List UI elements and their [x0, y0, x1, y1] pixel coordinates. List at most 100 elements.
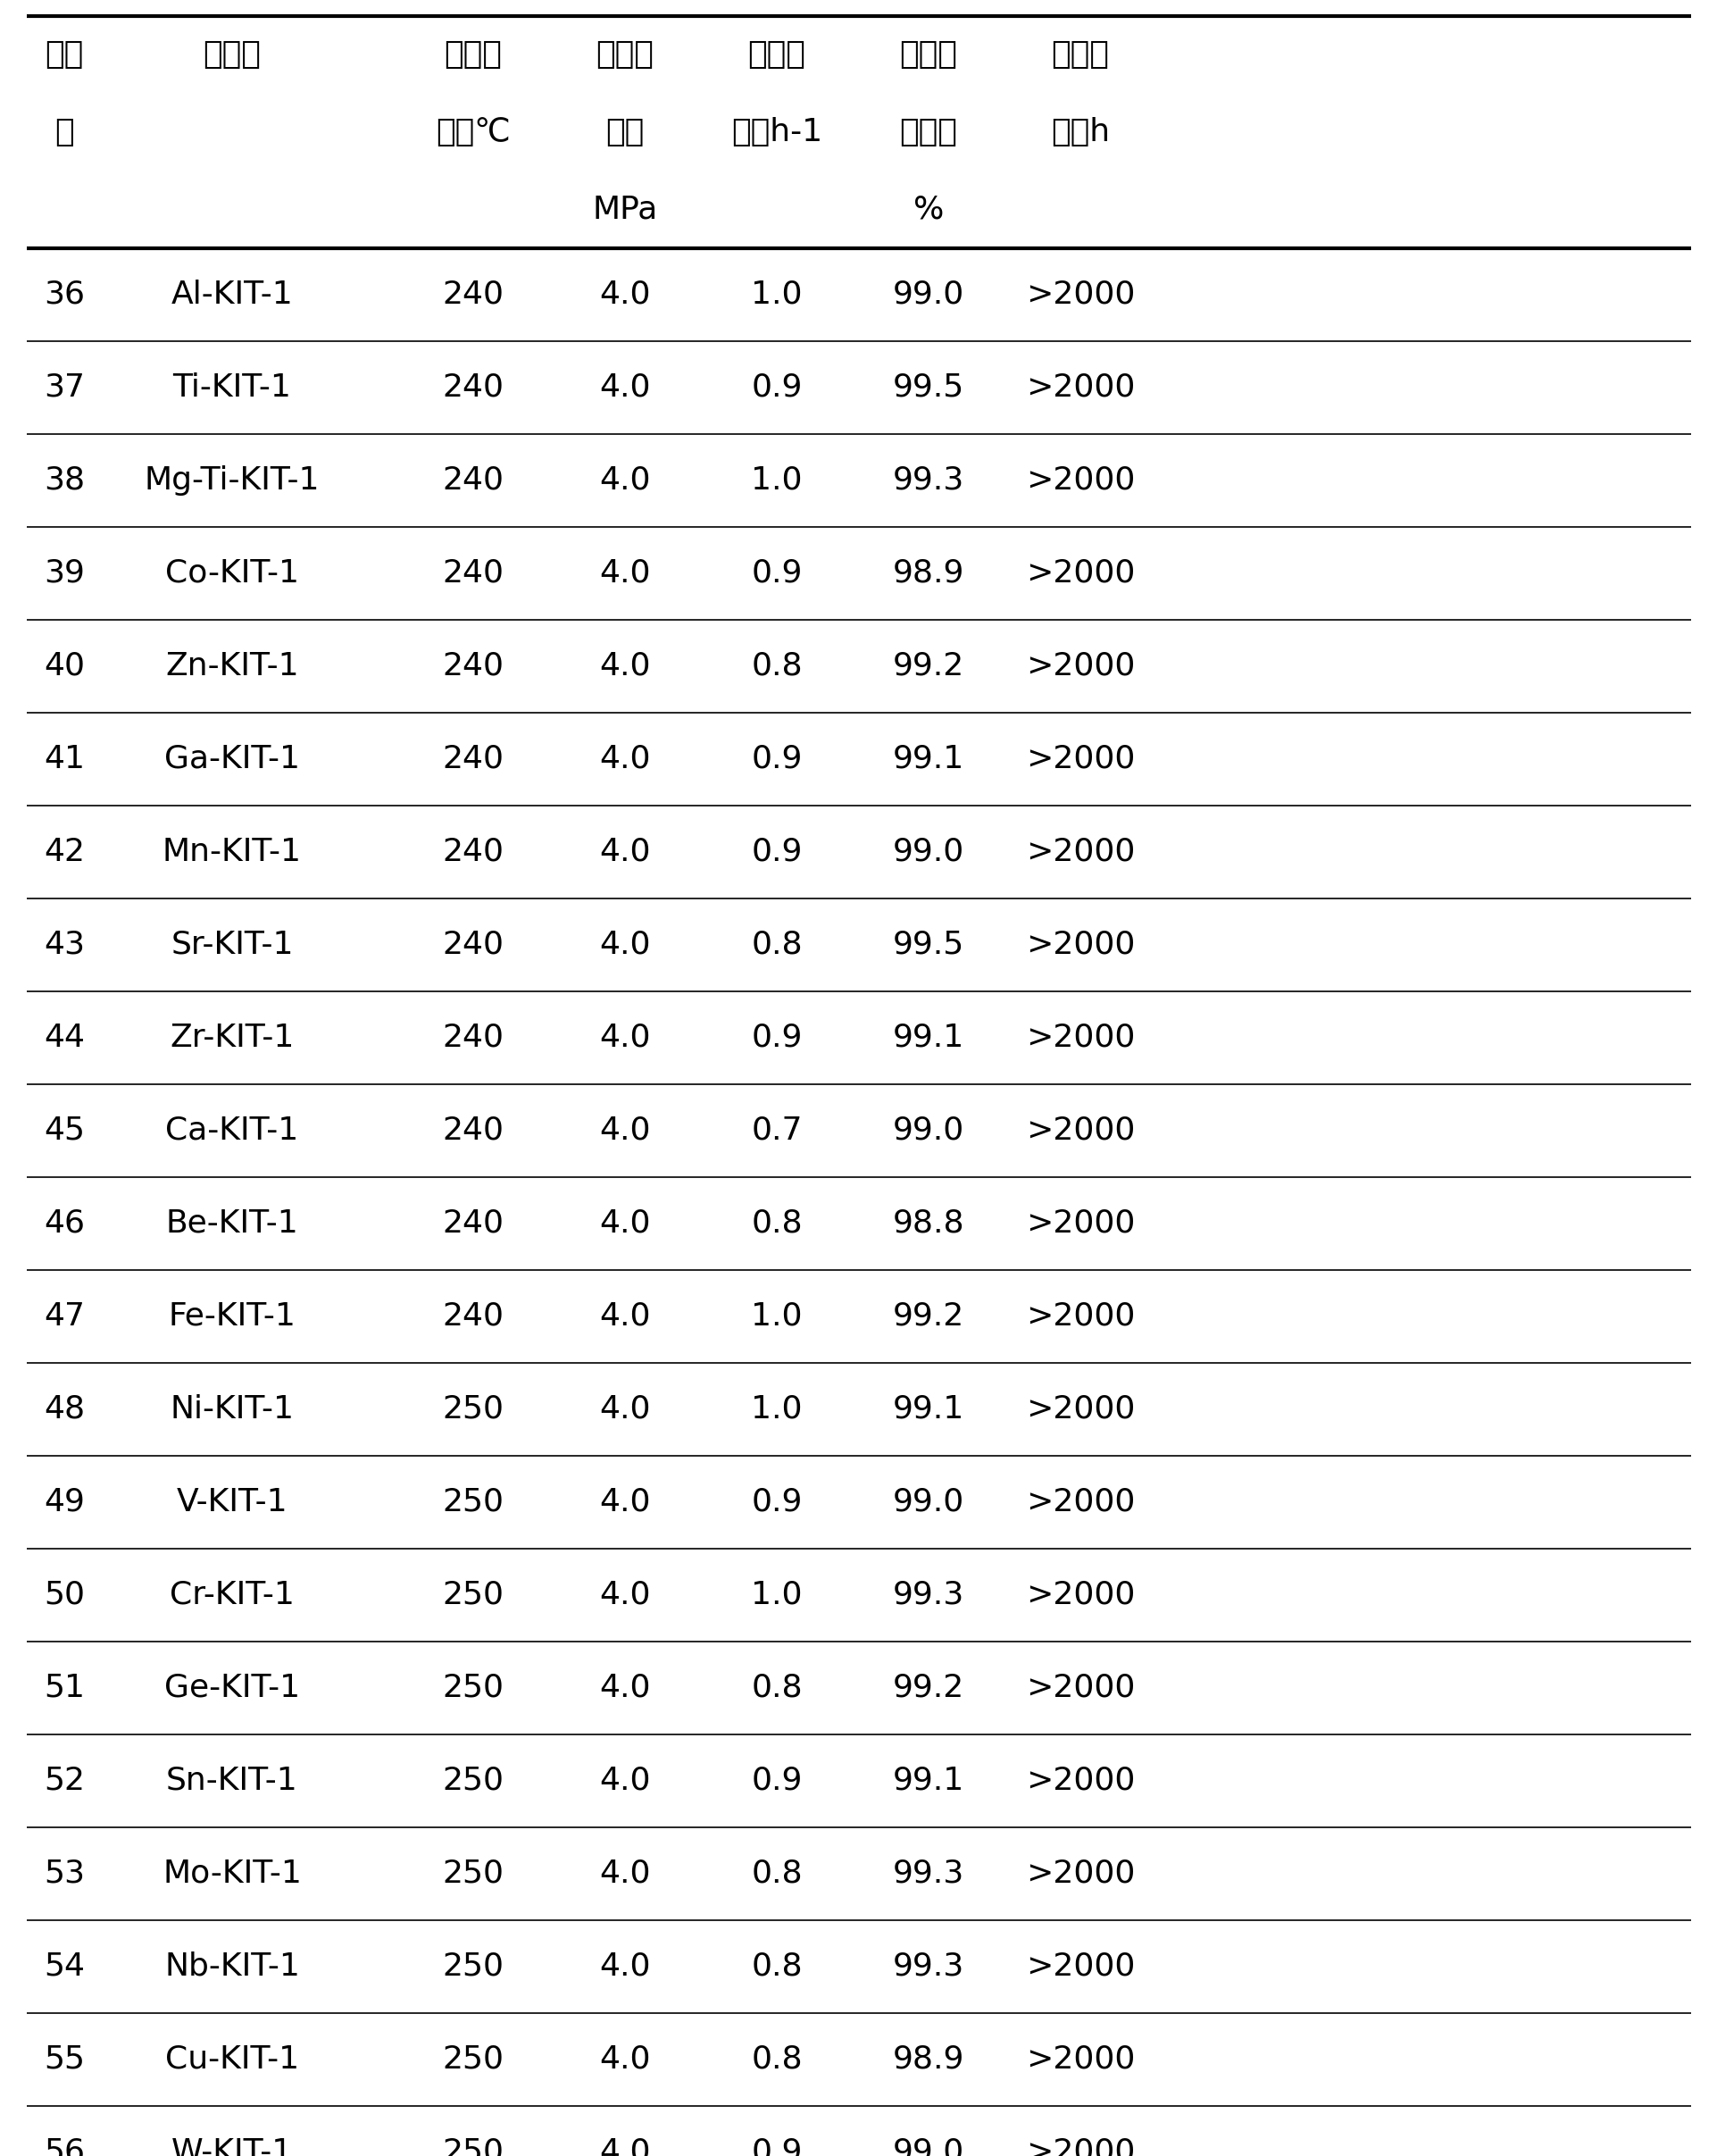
- Text: 98.9: 98.9: [893, 2044, 963, 2074]
- Text: 4.0: 4.0: [599, 373, 651, 403]
- Text: 250: 250: [443, 2137, 503, 2156]
- Text: 间，h: 间，h: [1051, 116, 1109, 147]
- Text: 1.0: 1.0: [750, 1302, 802, 1332]
- Text: 反应压: 反应压: [596, 39, 654, 69]
- Text: 0.7: 0.7: [750, 1115, 802, 1145]
- Text: 46: 46: [43, 1207, 84, 1240]
- Text: Mo-KIT-1: Mo-KIT-1: [163, 1858, 302, 1889]
- Text: 99.0: 99.0: [893, 1115, 963, 1145]
- Text: 质量空: 质量空: [747, 39, 805, 69]
- Text: >2000: >2000: [1025, 1115, 1135, 1145]
- Text: 0.9: 0.9: [750, 837, 802, 867]
- Text: >2000: >2000: [1025, 1302, 1135, 1332]
- Text: 4.0: 4.0: [599, 466, 651, 496]
- Text: 速，h-1: 速，h-1: [731, 116, 822, 147]
- Text: Al-KIT-1: Al-KIT-1: [172, 280, 294, 310]
- Text: >2000: >2000: [1025, 651, 1135, 681]
- Text: 0.8: 0.8: [750, 1207, 802, 1240]
- Text: %: %: [913, 194, 943, 224]
- Text: 99.3: 99.3: [893, 466, 963, 496]
- Text: 0.9: 0.9: [750, 373, 802, 403]
- Text: 4.0: 4.0: [599, 2137, 651, 2156]
- Text: >2000: >2000: [1025, 466, 1135, 496]
- Text: 250: 250: [443, 1488, 503, 1518]
- Text: 0.9: 0.9: [750, 744, 802, 774]
- Text: 98.8: 98.8: [893, 1207, 963, 1240]
- Text: 52: 52: [43, 1766, 84, 1796]
- Text: 4.0: 4.0: [599, 744, 651, 774]
- Text: 反应时: 反应时: [1051, 39, 1109, 69]
- Text: 99.0: 99.0: [893, 837, 963, 867]
- Text: 4.0: 4.0: [599, 1395, 651, 1425]
- Text: 48: 48: [43, 1395, 84, 1425]
- Text: 0.9: 0.9: [750, 558, 802, 589]
- Text: >2000: >2000: [1025, 929, 1135, 959]
- Text: 55: 55: [43, 2044, 84, 2074]
- Text: W-KIT-1: W-KIT-1: [172, 2137, 294, 2156]
- Text: >2000: >2000: [1025, 1207, 1135, 1240]
- Text: 240: 240: [443, 373, 503, 403]
- Text: 化率，: 化率，: [900, 116, 956, 147]
- Text: Ga-KIT-1: Ga-KIT-1: [165, 744, 300, 774]
- Text: Ni-KIT-1: Ni-KIT-1: [170, 1395, 294, 1425]
- Text: 99.0: 99.0: [893, 1488, 963, 1518]
- Text: Fe-KIT-1: Fe-KIT-1: [168, 1302, 295, 1332]
- Text: 反应温: 反应温: [445, 39, 501, 69]
- Text: 56: 56: [43, 2137, 84, 2156]
- Text: 99.2: 99.2: [893, 1302, 963, 1332]
- Text: 0.8: 0.8: [750, 1673, 802, 1703]
- Text: 250: 250: [443, 1951, 503, 1981]
- Text: 41: 41: [43, 744, 84, 774]
- Text: 51: 51: [43, 1673, 84, 1703]
- Text: 0.8: 0.8: [750, 2044, 802, 2074]
- Text: 4.0: 4.0: [599, 1302, 651, 1332]
- Text: >2000: >2000: [1025, 373, 1135, 403]
- Text: 99.0: 99.0: [893, 280, 963, 310]
- Text: 4.0: 4.0: [599, 280, 651, 310]
- Text: >2000: >2000: [1025, 1022, 1135, 1052]
- Text: 4.0: 4.0: [599, 837, 651, 867]
- Text: >2000: >2000: [1025, 280, 1135, 310]
- Text: 250: 250: [443, 1766, 503, 1796]
- Text: 烯烃转: 烯烃转: [900, 39, 956, 69]
- Text: 4.0: 4.0: [599, 1766, 651, 1796]
- Text: 240: 240: [443, 651, 503, 681]
- Text: Cr-KIT-1: Cr-KIT-1: [170, 1580, 294, 1611]
- Text: 4.0: 4.0: [599, 1207, 651, 1240]
- Text: 99.3: 99.3: [893, 1951, 963, 1981]
- Text: 实施: 实施: [45, 39, 84, 69]
- Text: 4.0: 4.0: [599, 1580, 651, 1611]
- Text: V-KIT-1: V-KIT-1: [177, 1488, 288, 1518]
- Text: 99.3: 99.3: [893, 1580, 963, 1611]
- Text: 250: 250: [443, 2044, 503, 2074]
- Text: 42: 42: [43, 837, 84, 867]
- Text: Ca-KIT-1: Ca-KIT-1: [165, 1115, 299, 1145]
- Text: >2000: >2000: [1025, 2044, 1135, 2074]
- Text: 39: 39: [45, 558, 84, 589]
- Text: 99.1: 99.1: [893, 1022, 963, 1052]
- Text: 99.5: 99.5: [893, 929, 963, 959]
- Text: >2000: >2000: [1025, 1488, 1135, 1518]
- Text: 1.0: 1.0: [750, 1395, 802, 1425]
- Text: 240: 240: [443, 744, 503, 774]
- Text: 250: 250: [443, 1858, 503, 1889]
- Text: 240: 240: [443, 929, 503, 959]
- Text: 0.8: 0.8: [750, 1951, 802, 1981]
- Text: 0.9: 0.9: [750, 1488, 802, 1518]
- Text: Zr-KIT-1: Zr-KIT-1: [170, 1022, 294, 1052]
- Text: 43: 43: [43, 929, 84, 959]
- Text: Mg-Ti-KIT-1: Mg-Ti-KIT-1: [144, 466, 319, 496]
- Text: >2000: >2000: [1025, 837, 1135, 867]
- Text: 4.0: 4.0: [599, 1022, 651, 1052]
- Text: Ge-KIT-1: Ge-KIT-1: [165, 1673, 300, 1703]
- Text: 40: 40: [43, 651, 84, 681]
- Text: 力，: 力，: [606, 116, 644, 147]
- Text: 例: 例: [55, 116, 74, 147]
- Text: >2000: >2000: [1025, 1766, 1135, 1796]
- Text: >2000: >2000: [1025, 1395, 1135, 1425]
- Text: 49: 49: [45, 1488, 84, 1518]
- Text: MPa: MPa: [592, 194, 658, 224]
- Text: 1.0: 1.0: [750, 466, 802, 496]
- Text: Sn-KIT-1: Sn-KIT-1: [167, 1766, 299, 1796]
- Text: Ti-KIT-1: Ti-KIT-1: [173, 373, 292, 403]
